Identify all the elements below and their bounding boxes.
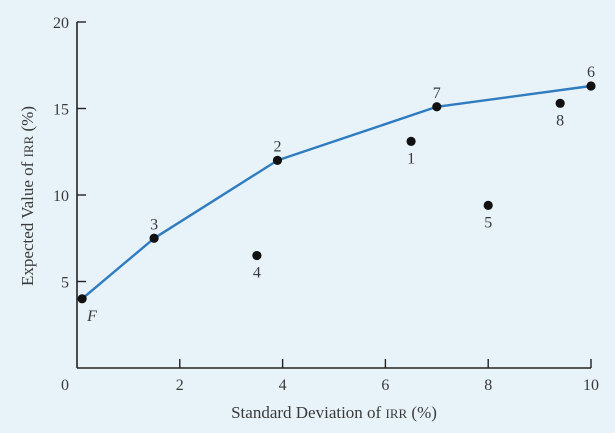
y-tick-label: 5 (61, 275, 69, 292)
point-F (77, 294, 87, 304)
x-tick-label: 0 (61, 377, 69, 394)
point-label-7: 7 (433, 85, 441, 102)
y-tick-label: 10 (53, 188, 69, 205)
x-axis-title: Standard Deviation of IRR (%) (231, 403, 437, 422)
point-3 (149, 233, 159, 243)
axis-labels: Standard Deviation of IRR (%) Expected V… (18, 106, 437, 422)
point-2 (272, 155, 283, 165)
point-label-5: 5 (484, 214, 492, 231)
point-label-8: 8 (556, 112, 564, 129)
point-5 (483, 200, 493, 210)
efficient-frontier (81, 84, 592, 300)
x-tick-label: 2 (176, 377, 184, 394)
point-label-F: F (86, 308, 97, 325)
y-axis-title: Expected Value of IRR (%) (18, 106, 37, 286)
point-label-2: 2 (273, 138, 281, 155)
point-1 (406, 136, 416, 146)
point-label-6: 6 (587, 64, 595, 81)
point-8 (555, 98, 565, 108)
y-tick-label: 15 (53, 102, 69, 119)
point-label-3: 3 (150, 216, 158, 233)
frontier-line (81, 84, 592, 300)
point-6 (586, 81, 596, 91)
x-tick-label: 6 (381, 377, 389, 394)
x-tick-label: 8 (484, 377, 492, 394)
point-7 (432, 102, 442, 112)
y-tick-label: 20 (53, 15, 69, 32)
x-tick-label: 4 (279, 377, 287, 394)
x-tick-label: 10 (583, 377, 599, 394)
point-4 (252, 250, 262, 261)
data-points: F 1 2 3 4 5 6 7 8 (77, 64, 596, 325)
point-label-4: 4 (253, 265, 261, 282)
point-label-1: 1 (407, 150, 415, 167)
